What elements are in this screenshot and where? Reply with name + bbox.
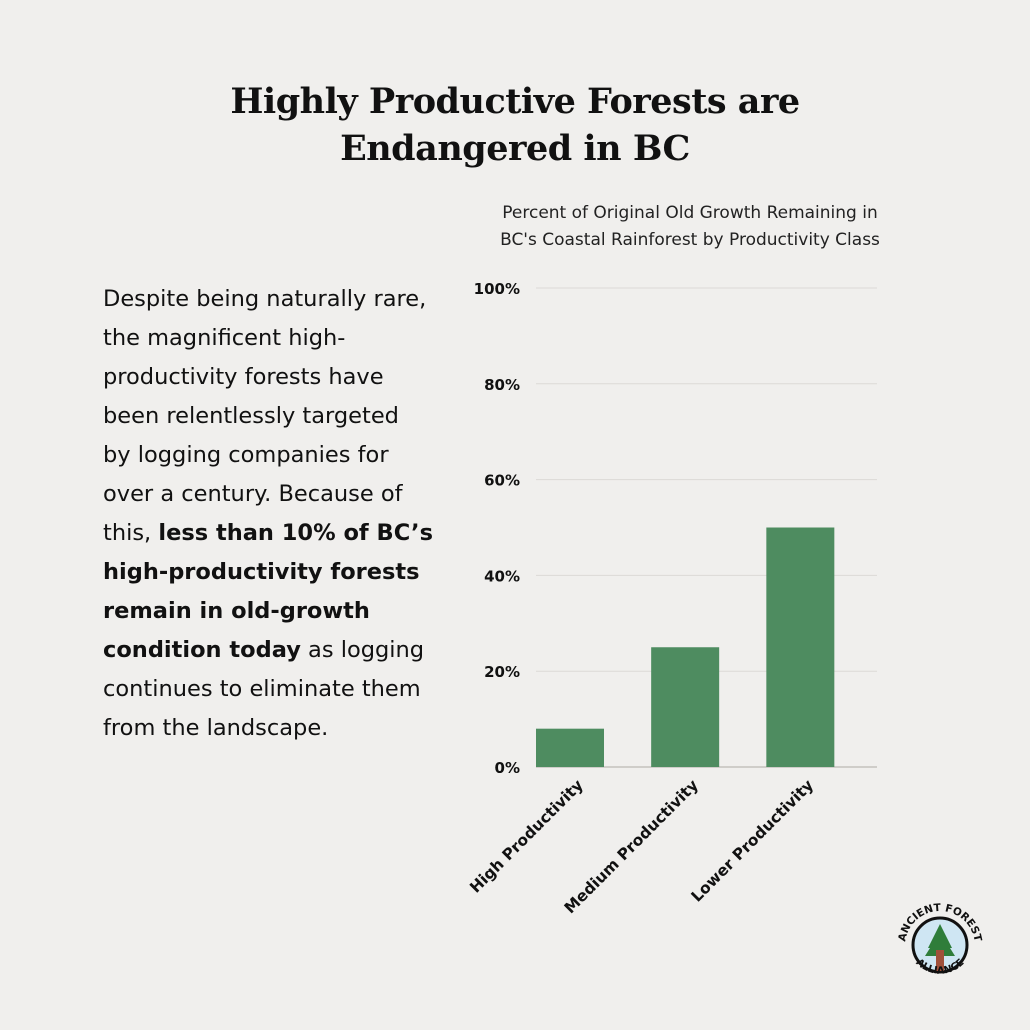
bar xyxy=(536,728,604,767)
body-text-part: as logging continues to eliminate them f… xyxy=(103,637,425,741)
title-line: Highly Productive Forests are xyxy=(230,81,800,122)
title-line: Endangered in BC xyxy=(340,128,690,169)
x-tick-label: Lower Productivity xyxy=(688,776,817,905)
chart-title: Percent of Original Old Growth Remaining… xyxy=(440,200,940,254)
bar xyxy=(766,527,835,767)
chart-title-line: Percent of Original Old Growth Remaining… xyxy=(502,203,878,223)
x-tick-label: High Productivity xyxy=(466,776,587,897)
y-tick-label: 20% xyxy=(484,663,520,681)
x-tick-label: Medium Productivity xyxy=(561,776,702,917)
y-tick-label: 40% xyxy=(484,567,520,585)
y-tick-label: 100% xyxy=(474,280,520,298)
bars xyxy=(536,527,835,767)
chart-title-line: BC's Coastal Rainforest by Productivity … xyxy=(500,230,880,250)
page-title: Highly Productive Forests are Endangered… xyxy=(0,78,1030,172)
ancient-forest-alliance-logo: ANCIENT FOREST ALLIANCE xyxy=(896,902,984,977)
body-paragraph: Despite being naturally rare, the magnif… xyxy=(103,280,433,748)
bar xyxy=(651,647,720,767)
body-text-part: Despite being naturally rare, the magnif… xyxy=(103,286,427,546)
y-tick-label: 80% xyxy=(484,376,520,394)
y-tick-label: 60% xyxy=(484,472,520,490)
body-text-bold: less than 10% of BC’s high-productivity … xyxy=(103,520,433,663)
y-tick-label: 0% xyxy=(495,759,520,777)
y-axis-ticks: 0% 20% 40% 60% 80% 100% xyxy=(474,280,520,777)
